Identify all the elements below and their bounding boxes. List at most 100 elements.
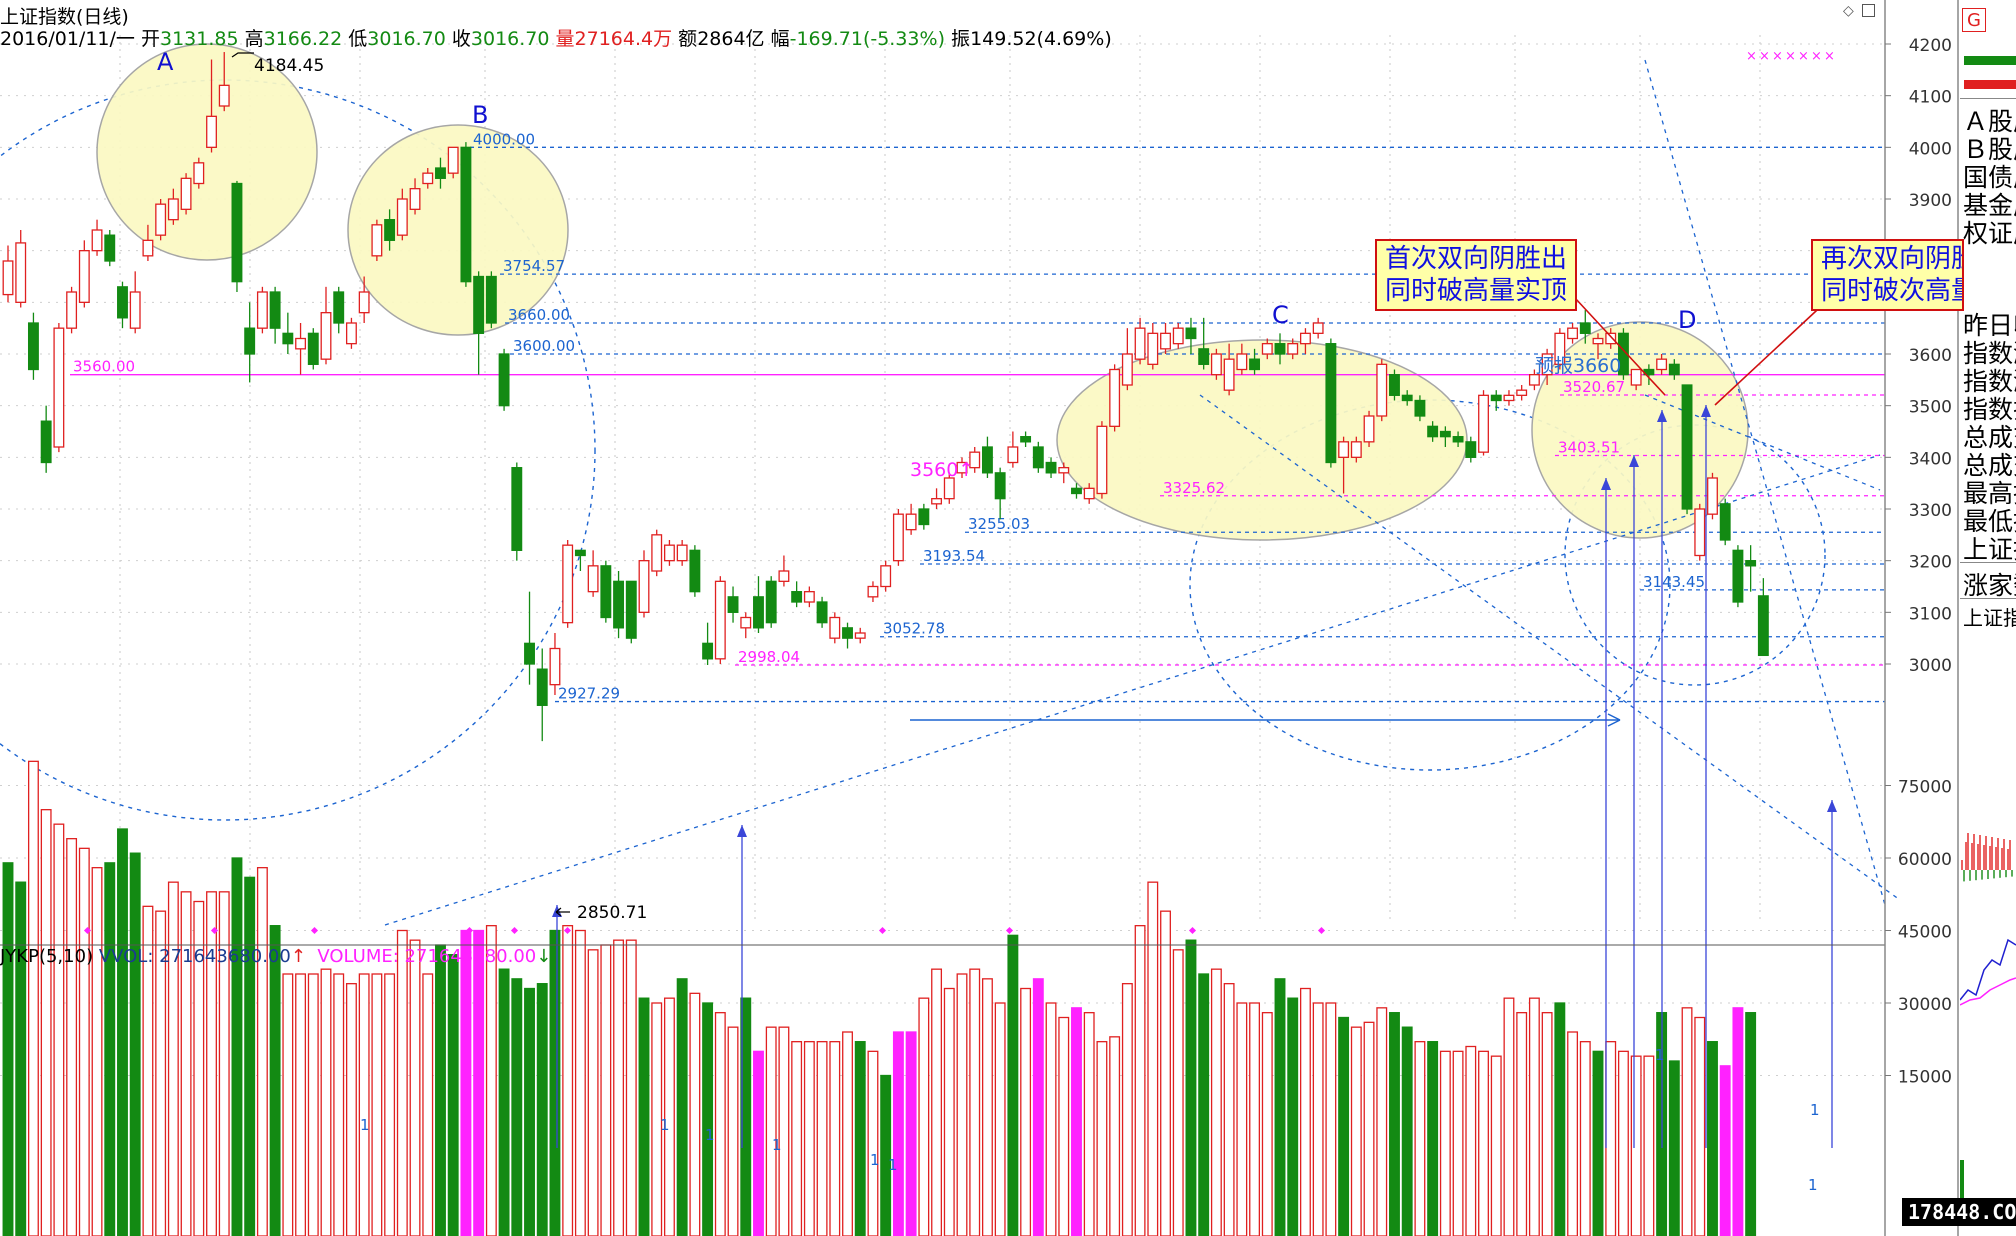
candle-body — [1134, 327, 1146, 360]
volume-bar — [1605, 1041, 1617, 1236]
candle-body — [244, 327, 256, 355]
trend-line — [384, 454, 1881, 926]
window-restore-icon[interactable]: ◇ — [1843, 3, 1854, 19]
candle-body — [943, 477, 955, 500]
volume-tick-label: 15000 — [1898, 1068, 1952, 1088]
level-label: 3600.00 — [513, 337, 575, 355]
volume-bar — [91, 867, 103, 1236]
top-marker: × — [1772, 49, 1783, 64]
level-label: 3255.03 — [968, 515, 1030, 533]
high-point-label: 4184.45 — [254, 56, 324, 76]
volume-bar — [803, 1041, 815, 1236]
vol-label: 量 — [555, 28, 575, 50]
candle-body — [1376, 363, 1388, 417]
sidebar-item-advancers: 涨家数 — [1963, 571, 2016, 600]
volume-bar — [1172, 949, 1184, 1236]
candle-body — [1045, 461, 1057, 474]
window-square-icon[interactable] — [1862, 4, 1875, 17]
candle-body — [727, 596, 739, 613]
top-marker: × — [1785, 49, 1796, 64]
candle-body — [1185, 327, 1197, 340]
candle-body — [867, 585, 879, 598]
volume-bar — [27, 760, 39, 1236]
volume-bar — [1528, 997, 1540, 1236]
mini-vol — [1960, 1160, 1964, 1200]
candle-body — [816, 601, 828, 624]
sidebar-g-badge[interactable]: G — [1962, 8, 1986, 32]
candle-body — [1071, 487, 1082, 495]
sidebar-red-bar — [1964, 80, 2016, 89]
volume-bar — [371, 973, 383, 1236]
volume-bar — [1096, 1041, 1108, 1236]
candle-body — [435, 167, 446, 179]
volume-bar — [1121, 983, 1133, 1236]
volume-bar — [829, 1041, 841, 1236]
volume-mark-label: 1 — [660, 1116, 670, 1134]
volume-bar — [1363, 1021, 1375, 1236]
volume-bar — [1020, 987, 1032, 1236]
highlight-ellipse — [96, 43, 318, 261]
candle-body — [651, 534, 663, 572]
callout1-line1: 首次双向阴胜出 — [1385, 244, 1568, 274]
candle-body — [1147, 332, 1159, 365]
volume-bar — [2, 862, 14, 1236]
candle-body — [854, 632, 866, 639]
candle-body — [142, 239, 154, 257]
low-label-leader — [555, 907, 570, 917]
chart-title: 上证指数(日线) — [0, 2, 129, 29]
level-label: 3143.45 — [1643, 573, 1705, 591]
volume-tick-label: 30000 — [1898, 995, 1952, 1015]
volume-bar — [1223, 983, 1235, 1236]
candle-body — [1745, 560, 1757, 567]
volume-bar — [40, 809, 52, 1236]
candle-body — [740, 616, 752, 629]
sidebar-item-high: 最高指 — [1963, 479, 2016, 508]
highlight-ellipse — [1531, 321, 1749, 539]
candle-body — [396, 198, 408, 236]
volume-bar — [1389, 1012, 1400, 1236]
volume-bar — [409, 939, 421, 1236]
candle-body — [663, 544, 675, 562]
candle-body — [892, 513, 904, 562]
volume-bar — [180, 891, 192, 1236]
swing-value: 149.52(4.69%) — [970, 28, 1112, 50]
signal-dot — [83, 926, 92, 935]
volume-arrow: ↓ — [536, 946, 552, 967]
trend-line — [1644, 59, 1886, 906]
candle-body — [918, 508, 930, 526]
candle-body — [1579, 322, 1591, 334]
price-tick-label: 3900 — [1909, 191, 1952, 211]
candle-body — [981, 446, 993, 474]
candle-body — [1617, 332, 1629, 376]
candle-body — [1160, 332, 1171, 350]
candle-body — [880, 565, 892, 588]
candle-body — [1694, 508, 1706, 557]
date-value: 2016/01/11/一 — [0, 28, 135, 50]
volume-mark-label: 1 — [705, 1126, 715, 1144]
price-tick-label: 3600 — [1909, 346, 1952, 366]
support-arrow-head — [1607, 713, 1621, 727]
volume-bar — [295, 973, 307, 1236]
level-label: 3754.57 — [503, 257, 565, 275]
volume-bar — [498, 968, 510, 1236]
volume-bar — [511, 978, 523, 1236]
volume-bar — [740, 997, 752, 1236]
high-label: 高 — [244, 28, 264, 50]
candle-body — [104, 234, 116, 262]
sidebar-item-bond: 国债成 — [1963, 163, 2016, 192]
level-label: 4000.00 — [473, 130, 535, 148]
candle-body — [384, 219, 396, 241]
volume-bar — [689, 992, 701, 1236]
volume-bar — [320, 968, 332, 1236]
candle-body — [1707, 477, 1718, 515]
candle-body — [193, 162, 205, 185]
sidebar-item-index-change: 指数涨 — [1963, 339, 2016, 368]
dashed-circle — [1189, 399, 1671, 771]
volume-mark-label: 1 — [1808, 1176, 1818, 1194]
volume-bar — [117, 828, 128, 1236]
volume-bar — [969, 968, 981, 1236]
volume-bar — [1592, 1050, 1604, 1236]
volume-bar — [1210, 968, 1222, 1236]
trend-lines — [384, 59, 1901, 926]
volume-bar — [791, 1041, 803, 1236]
